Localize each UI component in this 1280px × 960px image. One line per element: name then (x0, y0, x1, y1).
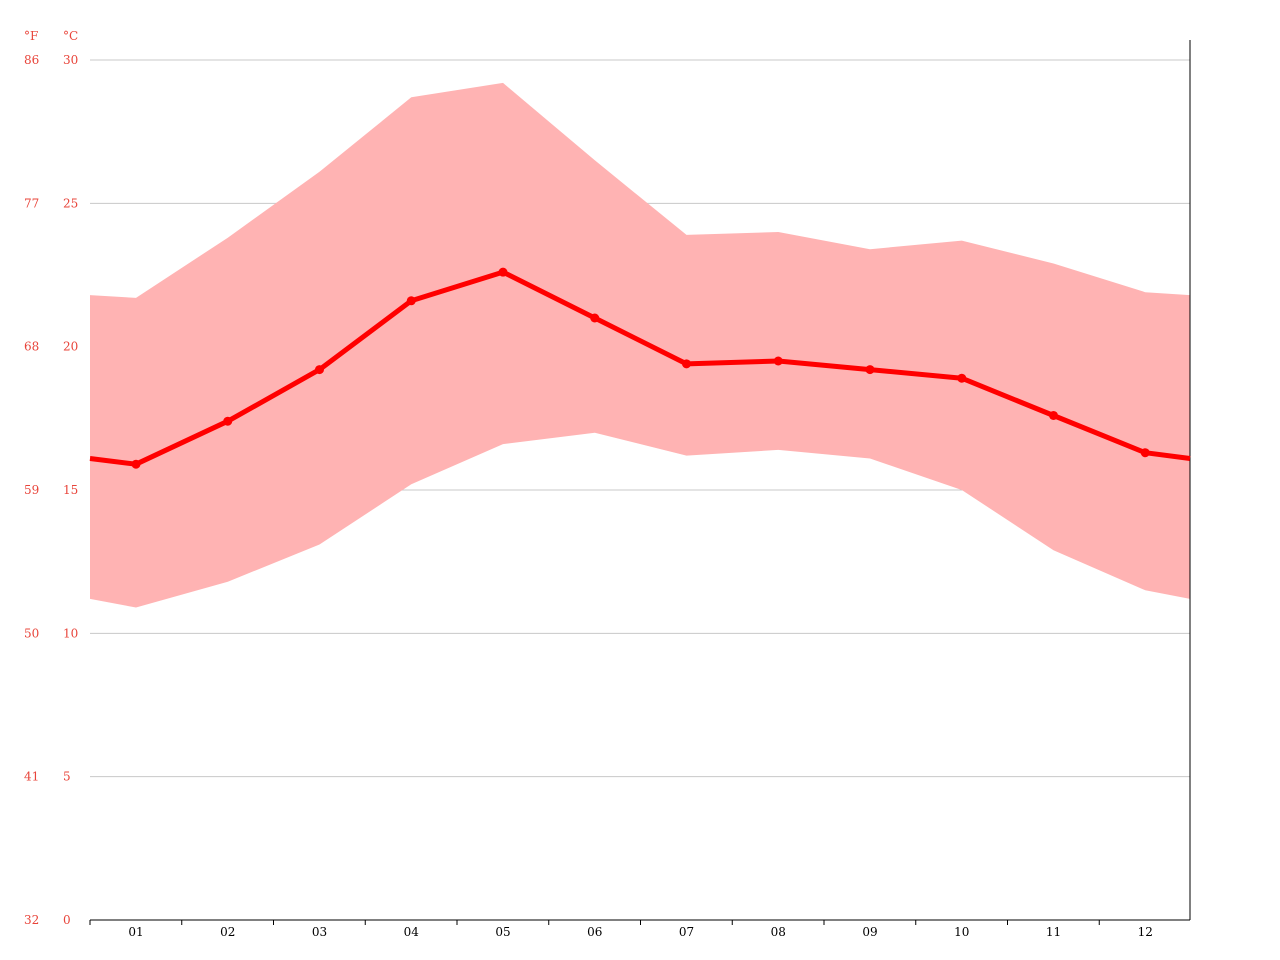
celsius-tick-label: 15 (63, 483, 78, 497)
x-tick-label: 12 (1138, 925, 1153, 939)
celsius-tick-label: 5 (63, 770, 71, 784)
celsius-tick-label: 25 (63, 196, 78, 210)
x-tick-label: 03 (312, 925, 327, 939)
celsius-tick-label: 20 (63, 340, 78, 354)
mean-point-08 (773, 356, 783, 366)
mean-point-09 (865, 365, 875, 375)
x-tick-label: 04 (404, 925, 420, 939)
x-tick-label: 07 (679, 925, 694, 939)
fahrenheit-tick-label: 77 (24, 196, 39, 210)
axis-labels: °F °C 0 32 5 41 10 50 15 59 20 68 25 77 30 86 01 02 03 04… (24, 29, 1153, 939)
mean-point-11 (1049, 410, 1058, 420)
x-tick-label: 09 (862, 925, 877, 939)
fahrenheit-unit-label: °F (24, 29, 38, 43)
celsius-tick-label: 30 (63, 53, 78, 67)
fahrenheit-tick-label: 41 (24, 770, 39, 784)
mean-point-02 (223, 416, 233, 426)
mean-point-03 (315, 365, 324, 375)
fahrenheit-tick-label: 68 (24, 340, 39, 354)
mean-point-01 (131, 459, 141, 469)
x-tick-label: 06 (587, 925, 602, 939)
temperature-range-band (90, 82, 1190, 608)
celsius-tick-label: 0 (63, 913, 71, 927)
x-tick-label: 01 (128, 925, 143, 939)
celsius-tick-label: 10 (63, 626, 78, 640)
mean-point-06 (590, 313, 600, 323)
x-tick-label: 10 (954, 925, 969, 939)
mean-temperature-line (89, 269, 1191, 467)
x-tick-label: 02 (220, 925, 235, 939)
mean-point-05 (498, 267, 508, 277)
mean-point-10 (957, 373, 967, 383)
celsius-unit-label: °C (63, 29, 78, 43)
mean-point-07 (682, 359, 691, 369)
fahrenheit-tick-label: 50 (24, 626, 39, 640)
fahrenheit-tick-label: 32 (24, 913, 39, 927)
x-tick-label: 11 (1046, 925, 1061, 939)
fahrenheit-tick-label: 59 (24, 483, 39, 497)
fahrenheit-tick-label: 86 (24, 53, 39, 67)
mean-temperature-points (131, 267, 1150, 469)
mean-point-04 (406, 296, 416, 306)
axes (89, 40, 1191, 925)
mean-point-12 (1140, 448, 1150, 458)
x-tick-label: 05 (495, 925, 510, 939)
x-tick-label: 08 (771, 925, 786, 939)
